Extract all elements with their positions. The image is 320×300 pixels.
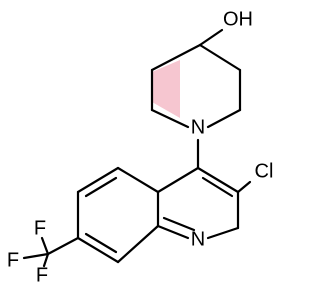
- atom-label: OH: [223, 8, 253, 30]
- atom-label: F: [7, 249, 19, 271]
- atom-label: F: [34, 217, 46, 239]
- atom-label: Cl: [255, 160, 274, 182]
- atom-label: F: [36, 264, 48, 286]
- atom-label: N: [191, 116, 205, 138]
- highlight: [152, 60, 180, 118]
- bonds: [22, 28, 252, 268]
- atom-label: N: [191, 228, 205, 250]
- structure: OH N Cl N F F F: [7, 8, 274, 286]
